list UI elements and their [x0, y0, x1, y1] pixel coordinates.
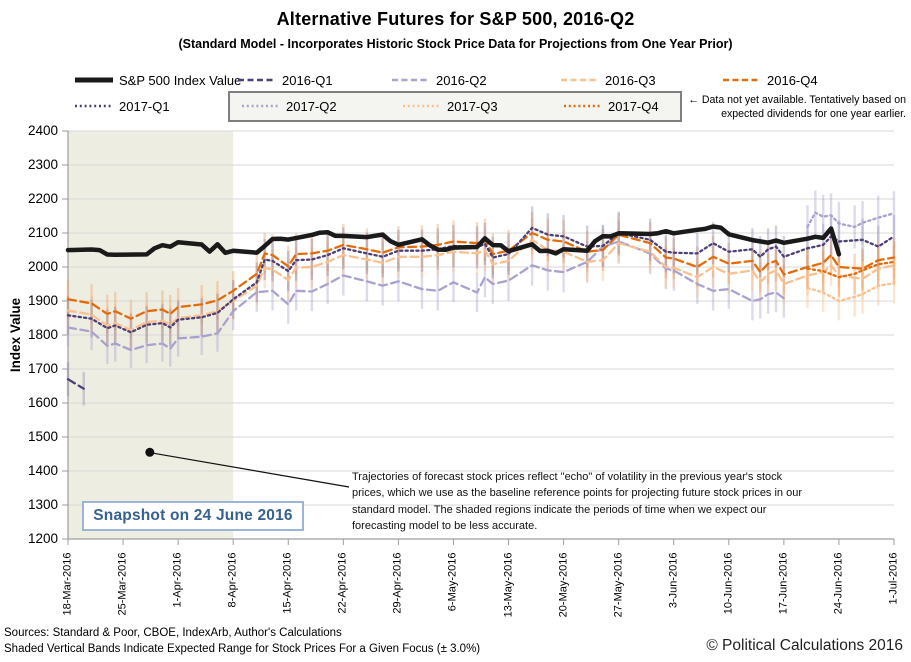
callout-pointer-line — [153, 452, 350, 488]
series-line-2017-q3 — [806, 282, 896, 303]
callout-text: Trajectories of forecast stock prices re… — [352, 471, 803, 533]
y-tick-label: 1500 — [27, 429, 58, 444]
x-tick-label: 25-Mar-2016 — [116, 552, 129, 616]
x-tick-label: 18-Mar-2016 — [61, 552, 74, 616]
legend-label: S&P 500 Index Value — [119, 72, 242, 88]
legend-label: 2017-Q3 — [447, 98, 498, 114]
legend-swatch — [564, 104, 602, 108]
series-line-2016-q1 — [66, 378, 85, 390]
series-line-2017-q2 — [806, 211, 896, 229]
x-tick-label: 22-Apr-2016 — [336, 552, 349, 614]
legend-swatch — [242, 104, 280, 108]
legend-item-2017-q2: 2017-Q2 — [242, 98, 337, 114]
y-tick-label: 1200 — [27, 531, 58, 546]
y-tick-label: 1700 — [27, 361, 58, 376]
callout-pointer-dot — [145, 447, 155, 457]
x-tick-label: 10-Jun-2016 — [722, 552, 735, 615]
y-tick-label: 2300 — [27, 157, 58, 172]
legend-note-line2: expected dividends for one year earlier. — [721, 107, 906, 120]
y-tick-label: 2000 — [27, 259, 58, 274]
x-tick-label: 17-Jun-2016 — [777, 552, 790, 615]
legend-item-2016-q4: 2016-Q4 — [723, 72, 818, 88]
chart-subtitle: (Standard Model - Incorporates Historic … — [178, 37, 733, 51]
legend-label: 2016-Q2 — [436, 72, 487, 88]
legend-swatch — [561, 78, 599, 82]
y-tick-label: 2100 — [27, 225, 58, 240]
legend-label: 2017-Q1 — [119, 98, 170, 114]
legend-future-quarters-box — [228, 91, 682, 122]
x-tick-label: 6-May-2016 — [446, 552, 459, 612]
legend-label: 2016-Q3 — [605, 72, 656, 88]
y-tick-label: 1600 — [27, 395, 58, 410]
x-tick-label: 20-May-2016 — [557, 552, 570, 618]
x-tick-label: 8-Apr-2016 — [226, 552, 239, 608]
x-tick-label: 24-Jun-2016 — [832, 552, 845, 615]
legend-label: 2016-Q4 — [767, 72, 818, 88]
series-line-s-p-500-index-value — [65, 224, 842, 258]
x-tick-label: 27-May-2016 — [612, 552, 625, 618]
series-line-2016-q2 — [66, 240, 786, 352]
sources-line: Sources: Standard & Poor, CBOE, IndexArb… — [4, 627, 342, 639]
bands-note-line: Shaded Vertical Bands Indicate Expected … — [4, 643, 481, 655]
legend: ← Data not yet available. Tentatively ba… — [0, 0, 911, 130]
legend-item-2016-q1: 2016-Q1 — [238, 72, 333, 88]
legend-label: 2016-Q1 — [282, 72, 333, 88]
x-tick-label: 1-Jul-2016 — [887, 552, 900, 605]
y-tick-label: 2400 — [27, 123, 58, 138]
legend-item-2016-q3: 2016-Q3 — [561, 72, 656, 88]
x-tick-label: 1-Apr-2016 — [171, 552, 184, 608]
y-tick-label: 1900 — [27, 293, 58, 308]
chart-title: Alternative Futures for S&P 500, 2016-Q2 — [276, 9, 635, 29]
legend-note-line1: ← Data not yet available. Tentatively ba… — [688, 94, 906, 106]
series-line-2016-q4 — [66, 231, 896, 320]
legend-swatch — [403, 104, 441, 108]
y-tick-label: 1300 — [27, 497, 58, 512]
x-tick-label: 13-May-2016 — [502, 552, 515, 618]
legend-item-2017-q4: 2017-Q4 — [564, 98, 659, 114]
legend-item-s-p-500-index-value: S&P 500 Index Value — [75, 72, 241, 88]
series-line-2016-q3 — [66, 238, 896, 332]
x-tick-label: 15-Apr-2016 — [281, 552, 294, 614]
legend-swatch — [75, 77, 113, 83]
x-tick-label: 3-Jun-2016 — [667, 552, 680, 609]
legend-label: 2017-Q2 — [286, 98, 337, 114]
legend-swatch — [723, 78, 761, 82]
legend-item-2016-q2: 2016-Q2 — [392, 72, 487, 88]
copyright: © Political Calculations 2016 — [706, 637, 903, 654]
legend-label: 2017-Q4 — [608, 98, 659, 114]
legend-swatch — [238, 78, 276, 82]
y-tick-label: 1400 — [27, 463, 58, 478]
series-line-2017-q4 — [806, 260, 896, 279]
x-tick-label: 29-Apr-2016 — [391, 552, 404, 614]
y-tick-label: 2200 — [27, 191, 58, 206]
snapshot-date-badge: Snapshot on 24 June 2016 — [82, 501, 304, 531]
legend-swatch — [392, 78, 430, 82]
legend-item-2017-q3: 2017-Q3 — [403, 98, 498, 114]
legend-item-2017-q1: 2017-Q1 — [75, 98, 170, 114]
y-tick-label: 1800 — [27, 327, 58, 342]
legend-data-note: ← Data not yet available. Tentatively ba… — [684, 94, 906, 121]
legend-swatch — [75, 104, 113, 108]
